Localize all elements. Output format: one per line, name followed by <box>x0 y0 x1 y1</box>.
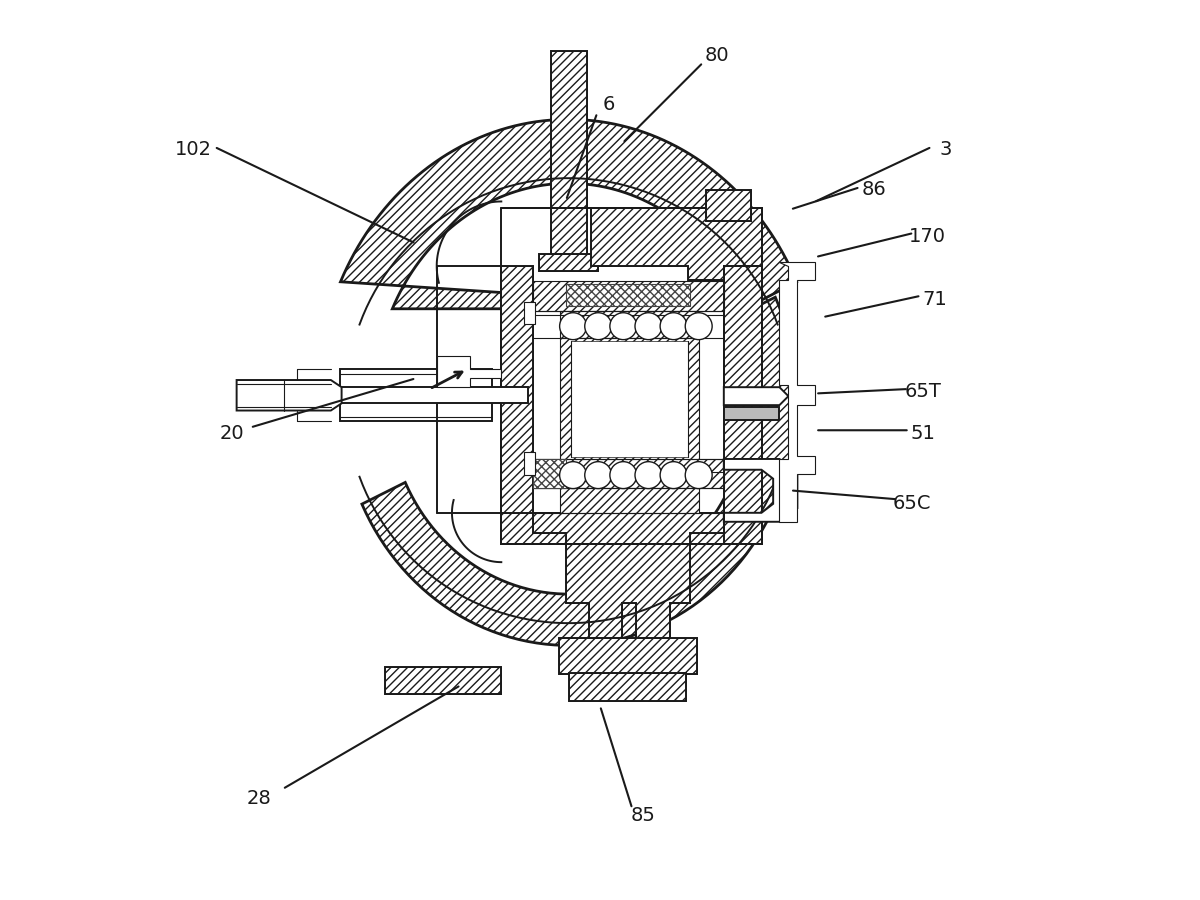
Polygon shape <box>236 380 342 410</box>
Polygon shape <box>566 544 690 643</box>
Polygon shape <box>559 338 698 461</box>
Polygon shape <box>539 255 599 271</box>
Polygon shape <box>341 120 797 309</box>
Polygon shape <box>724 266 762 544</box>
Polygon shape <box>236 387 528 403</box>
Polygon shape <box>559 488 698 513</box>
Polygon shape <box>724 459 797 522</box>
Polygon shape <box>523 452 535 475</box>
Polygon shape <box>502 208 762 280</box>
Circle shape <box>660 462 688 489</box>
Text: 71: 71 <box>923 290 947 309</box>
Polygon shape <box>340 369 492 421</box>
Polygon shape <box>533 459 724 488</box>
Polygon shape <box>566 284 690 306</box>
Circle shape <box>635 312 662 339</box>
Polygon shape <box>559 310 698 338</box>
Circle shape <box>685 462 712 489</box>
Circle shape <box>610 312 637 339</box>
Circle shape <box>559 312 587 339</box>
Polygon shape <box>551 50 587 271</box>
Text: 51: 51 <box>911 424 936 444</box>
Polygon shape <box>502 266 533 544</box>
Polygon shape <box>437 356 502 387</box>
Circle shape <box>559 462 587 489</box>
Circle shape <box>660 312 688 339</box>
Polygon shape <box>362 297 797 645</box>
Circle shape <box>685 312 712 339</box>
Polygon shape <box>706 190 751 221</box>
Text: 170: 170 <box>908 227 946 246</box>
Polygon shape <box>523 302 535 324</box>
Circle shape <box>610 462 637 489</box>
Circle shape <box>584 462 612 489</box>
Text: 28: 28 <box>247 788 271 807</box>
Circle shape <box>584 312 612 339</box>
Polygon shape <box>569 672 686 701</box>
Polygon shape <box>724 387 788 405</box>
Polygon shape <box>533 282 724 310</box>
Text: 20: 20 <box>220 424 245 444</box>
Polygon shape <box>502 513 762 544</box>
Polygon shape <box>385 667 502 694</box>
Text: 102: 102 <box>175 140 212 159</box>
Polygon shape <box>533 513 724 544</box>
Text: 65C: 65C <box>893 494 931 513</box>
Text: 6: 6 <box>602 95 616 114</box>
Text: 3: 3 <box>940 140 952 159</box>
Circle shape <box>635 462 662 489</box>
Polygon shape <box>533 459 566 488</box>
Text: 85: 85 <box>631 806 655 824</box>
Text: 65T: 65T <box>905 382 942 401</box>
Text: 86: 86 <box>862 180 886 199</box>
Polygon shape <box>724 407 780 420</box>
Polygon shape <box>571 340 688 457</box>
Polygon shape <box>559 638 697 674</box>
Polygon shape <box>780 262 815 522</box>
Text: 80: 80 <box>704 46 728 65</box>
